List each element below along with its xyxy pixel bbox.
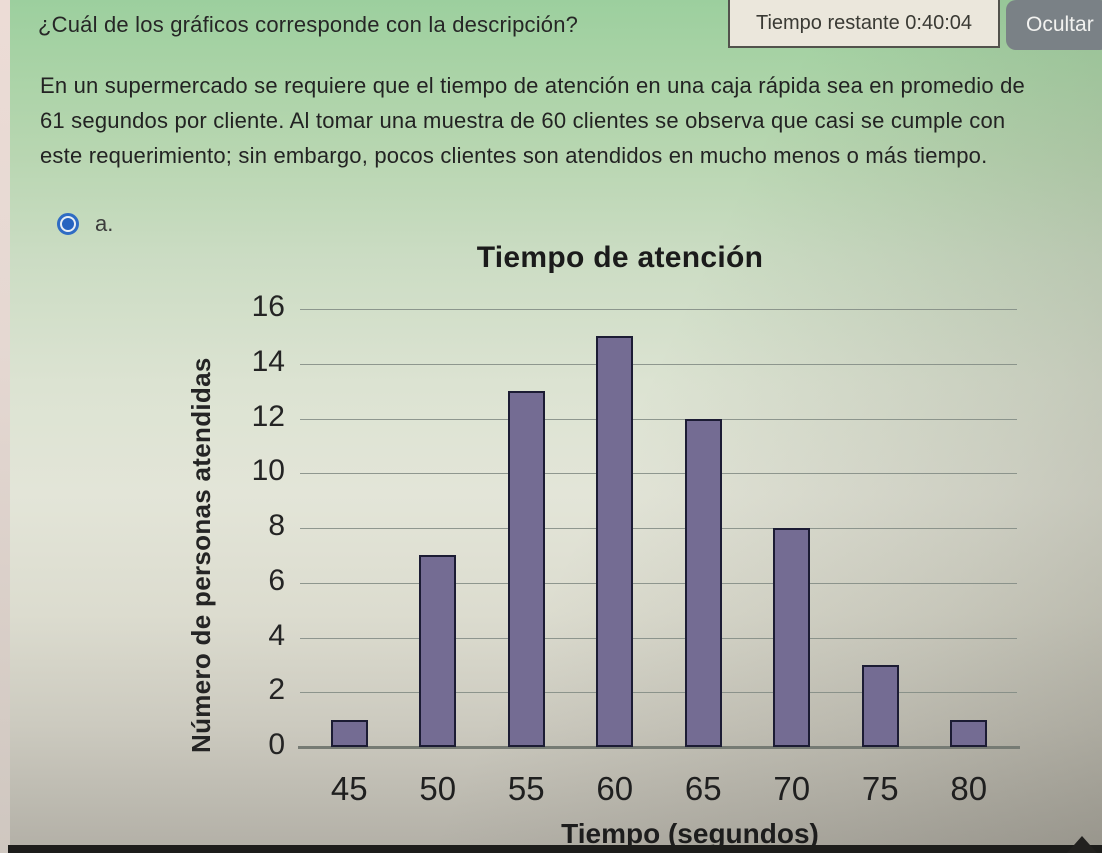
timer-box: Tiempo restante 0:40:04 — [728, 0, 1000, 48]
gridline — [300, 692, 1017, 694]
x-tick-label: 70 — [773, 770, 811, 807]
y-tick-label: 14 — [251, 344, 285, 378]
x-tick-label: 45 — [330, 770, 368, 807]
gridline — [300, 582, 1017, 584]
question-description: En un supermercado se requiere que el ti… — [40, 73, 1025, 168]
bar-50 — [419, 555, 457, 747]
screen-edge-strip — [8, 845, 1102, 853]
hide-button[interactable]: Ocultar — [1006, 0, 1102, 50]
bar-60 — [596, 336, 634, 747]
x-tick-label: 50 — [419, 770, 457, 807]
y-tick-label: 6 — [268, 563, 285, 597]
gridline — [300, 473, 1017, 475]
gridline — [300, 528, 1017, 529]
gridline — [300, 309, 1017, 310]
chart-title: Tiempo de atención — [476, 241, 764, 274]
x-tick-label: 80 — [950, 770, 988, 807]
y-tick-label: 0 — [268, 728, 285, 761]
question-text: ¿Cuál de los gráficos corresponde con la… — [38, 12, 579, 37]
bar-65 — [684, 418, 722, 747]
y-tick-label: 4 — [268, 618, 285, 652]
bar-55 — [507, 391, 545, 747]
option-a-radio-selected[interactable] — [57, 213, 79, 235]
y-tick-label: 2 — [268, 673, 285, 707]
bar-70 — [773, 528, 811, 747]
gridline — [300, 363, 1017, 365]
y-tick-label: 10 — [251, 454, 285, 488]
answer-option-a[interactable]: a. — [57, 211, 113, 237]
mouse-cursor-icon — [1066, 836, 1098, 853]
option-a-label: a. — [95, 211, 114, 236]
bar-75 — [861, 664, 899, 747]
x-axis-line — [298, 746, 1020, 749]
gridline — [300, 637, 1017, 639]
gridline — [300, 418, 1017, 420]
y-tick-label: 8 — [268, 509, 285, 542]
radio-dot-icon — [62, 218, 74, 230]
x-tick-label: 55 — [507, 770, 545, 807]
timer-text: Tiempo restante 0:40:04 — [755, 11, 973, 34]
y-tick-label: 16 — [251, 290, 285, 323]
x-tick-label: 65 — [684, 770, 722, 807]
photo-edge-strip — [0, 0, 10, 853]
y-tick-label: 12 — [251, 399, 285, 433]
bar-80 — [950, 719, 988, 747]
x-tick-label: 60 — [596, 770, 634, 807]
bar-45 — [330, 719, 368, 747]
x-axis-label: Tiempo (segundos) — [561, 818, 819, 849]
x-tick-label: 75 — [861, 770, 899, 807]
